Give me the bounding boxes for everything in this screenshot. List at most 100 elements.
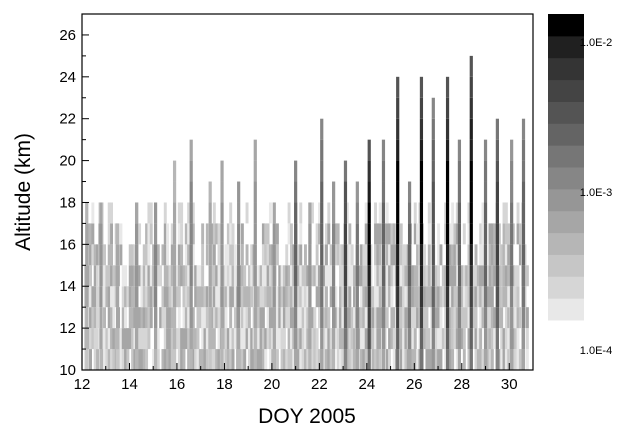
heat-cell	[152, 286, 156, 308]
heat-column-cell	[483, 202, 488, 224]
heat-cell	[404, 307, 408, 329]
heat-column-cell	[272, 265, 276, 287]
heat-column-cell	[469, 118, 473, 140]
heat-cell	[310, 307, 314, 329]
heat-cell	[504, 244, 508, 266]
colorbar-label-1e-3: 1.0E-3	[580, 187, 612, 199]
heat-cell	[282, 307, 286, 329]
heat-column-cell	[367, 286, 371, 308]
heat-cell	[287, 265, 291, 287]
heat-cell	[490, 244, 494, 266]
heat-cell	[339, 328, 342, 350]
heat-cell	[516, 328, 520, 350]
heat-cell	[399, 265, 403, 287]
heat-cell	[191, 265, 195, 287]
heat-column-cell	[172, 328, 177, 350]
heat-cell	[327, 223, 331, 245]
heat-cell	[215, 286, 219, 308]
heat-cell	[229, 244, 233, 266]
heat-cell	[196, 286, 200, 308]
heat-cell	[170, 286, 174, 308]
heat-cell	[413, 328, 417, 350]
heat-column-cell	[396, 349, 400, 370]
heat-cell	[124, 328, 128, 350]
heat-cell	[376, 349, 380, 370]
heat-cell	[231, 328, 235, 350]
heat-cell	[497, 307, 501, 329]
heat-cell	[390, 286, 394, 308]
heat-column-cell	[253, 202, 257, 224]
heat-cell	[138, 223, 142, 245]
heat-cell	[493, 244, 497, 266]
heat-cell	[388, 328, 392, 350]
heat-cell	[402, 265, 406, 287]
heat-column-cell	[172, 223, 177, 245]
heat-cell	[126, 286, 130, 308]
heat-cell	[212, 223, 216, 245]
heat-column-cell	[407, 265, 412, 287]
heat-column-cell	[189, 202, 193, 224]
heat-cell	[191, 349, 195, 370]
heat-cell	[301, 328, 305, 350]
heat-cell	[504, 265, 508, 287]
heat-column-cell	[469, 349, 473, 370]
heat-cell	[231, 349, 235, 370]
heat-cell	[322, 307, 326, 329]
heat-cell	[388, 223, 392, 245]
heat-cell	[119, 349, 123, 370]
heat-cell	[350, 244, 354, 266]
heat-cell	[198, 349, 202, 370]
heat-column-cell	[495, 286, 499, 308]
heat-cell	[504, 349, 508, 370]
heat-cell	[416, 349, 420, 370]
heat-column-cell	[396, 76, 400, 98]
heat-cell	[455, 328, 459, 350]
heat-cell	[392, 328, 396, 350]
heat-cell	[430, 349, 434, 370]
heat-cell	[217, 265, 221, 287]
heat-cell	[353, 265, 356, 287]
heat-column-cell	[355, 244, 359, 266]
heat-cell	[257, 265, 261, 287]
heat-column-cell	[320, 307, 324, 329]
heat-cell	[360, 349, 363, 370]
heat-cell	[430, 286, 434, 308]
heat-column-cell	[419, 139, 424, 161]
heat-cell	[467, 349, 471, 370]
heat-cell	[124, 265, 128, 287]
heat-cell	[348, 349, 352, 370]
heat-cell	[364, 244, 368, 266]
heat-column-cell	[320, 328, 324, 350]
heat-cell	[453, 265, 457, 287]
heat-cell	[128, 328, 132, 350]
heat-cell	[339, 307, 342, 329]
heat-cell	[460, 286, 464, 308]
heat-cell	[364, 349, 368, 370]
heat-cell	[486, 328, 490, 350]
heat-cell	[336, 244, 340, 266]
heat-cell	[203, 349, 207, 370]
heat-cell	[226, 328, 230, 350]
heat-cell	[427, 328, 431, 350]
heat-cell	[448, 328, 452, 350]
heat-cell	[163, 223, 167, 245]
heat-cell	[357, 265, 361, 287]
heat-column-cell	[396, 118, 400, 140]
heat-cell	[479, 265, 483, 287]
heat-column-cell	[272, 202, 276, 224]
heat-cell	[247, 307, 251, 329]
heat-cell	[282, 265, 286, 287]
heat-cell	[378, 328, 382, 350]
heat-column-cell	[99, 244, 103, 266]
heat-column-cell	[308, 265, 312, 287]
heat-cell	[142, 286, 146, 308]
heat-cell	[378, 349, 382, 370]
heat-cell	[152, 349, 156, 370]
heat-column-cell	[457, 181, 462, 203]
heat-column-cell	[419, 265, 424, 287]
heat-cell	[348, 307, 352, 329]
heat-cell	[212, 286, 216, 308]
heat-column-cell	[510, 307, 514, 329]
heat-cell	[138, 349, 142, 370]
heat-column-cell	[445, 307, 450, 329]
